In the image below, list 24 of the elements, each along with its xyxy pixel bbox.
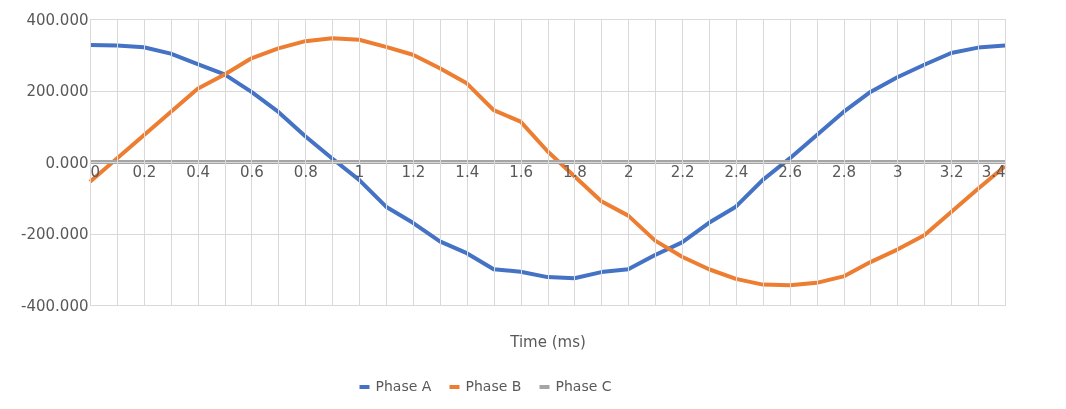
- x-axis-title: Time (ms): [509, 332, 586, 351]
- x-tick-label: 2.2: [670, 162, 695, 181]
- legend-label: Phase A: [375, 378, 432, 394]
- x-tick-label: 2.4: [724, 162, 749, 181]
- legend-label: Phase C: [555, 378, 612, 394]
- y-tick-label: 200.000: [26, 82, 89, 100]
- x-tick-label: 1: [354, 162, 365, 181]
- y-tick-label: 400.000: [26, 10, 89, 29]
- x-tick-label: 0.8: [293, 162, 318, 181]
- y-tick-label: 0.000: [45, 153, 89, 172]
- x-tick-label: 0.6: [240, 162, 264, 181]
- x-tick-label: 2.6: [778, 162, 803, 181]
- x-tick-label: 1.4: [455, 162, 480, 181]
- x-tick-label: 1.2: [401, 162, 426, 181]
- x-tick-label: 1.6: [509, 162, 534, 181]
- x-tick-label: 0.4: [186, 162, 211, 181]
- y-tick-label: -400.000: [21, 296, 89, 315]
- x-tick-label: 3: [893, 162, 903, 181]
- x-tick-label: 2: [623, 162, 634, 181]
- x-tick-label: 2.8: [832, 162, 856, 181]
- legend-label: Phase B: [465, 378, 522, 394]
- x-tick-label: 3.2: [939, 162, 964, 181]
- y-tick-label: -200.000: [21, 225, 89, 243]
- x-tick-label: 0.2: [132, 162, 157, 181]
